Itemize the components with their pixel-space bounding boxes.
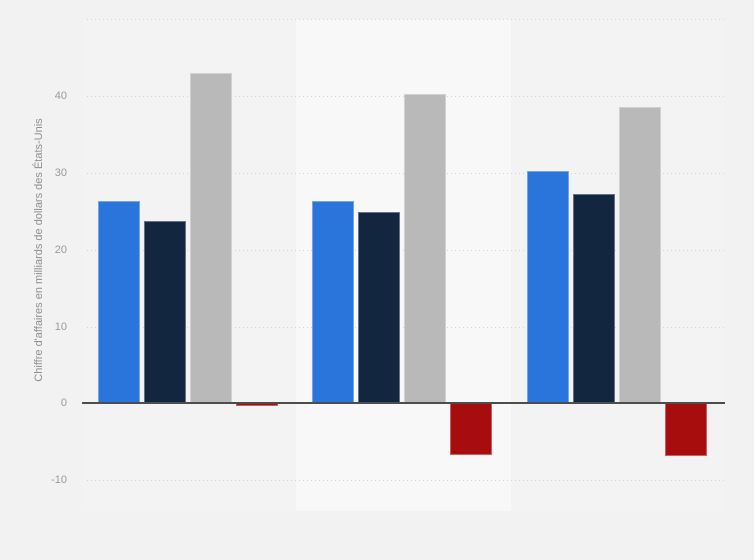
y-axis-tick-label: 30 (54, 166, 67, 179)
bar-series-blue-category-2[interactable] (312, 201, 355, 404)
bar-series-dark-red-category-3[interactable] (664, 403, 707, 456)
bar-series-dark-navy-category-3[interactable] (572, 194, 615, 404)
bar-series-dark-navy-category-1[interactable] (144, 221, 186, 404)
y-axis-tick-label: 40 (54, 89, 67, 102)
gridline (87, 19, 725, 20)
y-axis-tick-label: 10 (54, 320, 67, 333)
bar-series-gray-category-2[interactable] (404, 93, 447, 404)
gridline (87, 480, 725, 482)
zero-axis-line (82, 402, 725, 405)
bar-series-gray-category-3[interactable] (618, 106, 661, 404)
bar-series-blue-category-1[interactable] (98, 201, 140, 404)
y-axis-tick-label: 0 (60, 397, 67, 410)
y-axis-tick-label: -10 (51, 474, 67, 487)
bar-series-blue-category-3[interactable] (526, 171, 569, 404)
bar-series-gray-category-1[interactable] (190, 72, 232, 404)
bar-series-dark-red-category-2[interactable] (450, 403, 493, 455)
y-axis-tick-label: 20 (54, 243, 67, 256)
bar-series-dark-navy-category-2[interactable] (358, 211, 401, 404)
